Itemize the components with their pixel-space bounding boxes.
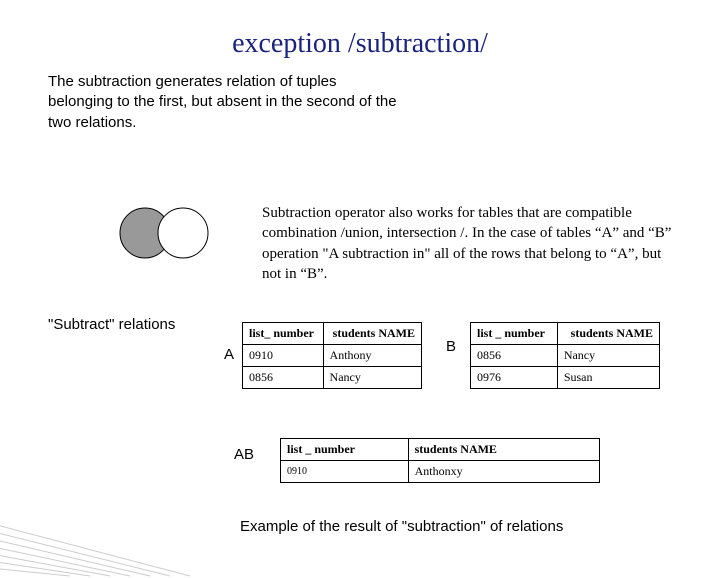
table-b: list _ number students NAME 0856 Nancy 0… [470, 322, 660, 389]
cell: Anthonxy [408, 461, 599, 483]
page-title: exception /subtraction/ [0, 28, 720, 60]
intro-text: The subtraction generates relation of tu… [48, 72, 398, 133]
table-row: 0856 Nancy [471, 345, 660, 367]
col-header: list_ number [243, 323, 324, 345]
cell: 0976 [471, 367, 558, 389]
table-row: list _ number students NAME [281, 439, 600, 461]
col-header: students NAME [408, 439, 599, 461]
table-row: list _ number students NAME [471, 323, 660, 345]
label-ab: AB [234, 446, 254, 463]
table-a: list_ number students NAME 0910 Anthony … [242, 322, 422, 389]
table-row: 0976 Susan [471, 367, 660, 389]
cell: 0910 [243, 345, 324, 367]
table-row: 0910 Anthonxy [281, 461, 600, 483]
col-header: list _ number [471, 323, 558, 345]
bottom-caption: Example of the result of "subtraction" o… [240, 518, 563, 535]
cell: 0856 [471, 345, 558, 367]
cell: Nancy [557, 345, 659, 367]
col-header: list _ number [281, 439, 409, 461]
table-ab: list _ number students NAME 0910 Anthonx… [280, 438, 600, 483]
col-header: students NAME [323, 323, 421, 345]
venn-diagram [110, 203, 230, 263]
label-b: B [446, 338, 456, 355]
table-row: list_ number students NAME [243, 323, 422, 345]
cell: 0856 [243, 367, 324, 389]
cell: Nancy [323, 367, 421, 389]
col-header: students NAME [557, 323, 659, 345]
table-row: 0856 Nancy [243, 367, 422, 389]
cell: Susan [557, 367, 659, 389]
cell: 0910 [281, 461, 409, 483]
table-row: 0910 Anthony [243, 345, 422, 367]
corner-accent [0, 518, 190, 578]
cell: Anthony [323, 345, 421, 367]
subtract-relations-label: "Subtract" relations [48, 316, 175, 333]
description-text: Subtraction operator also works for tabl… [262, 203, 682, 284]
label-a: A [224, 346, 234, 363]
